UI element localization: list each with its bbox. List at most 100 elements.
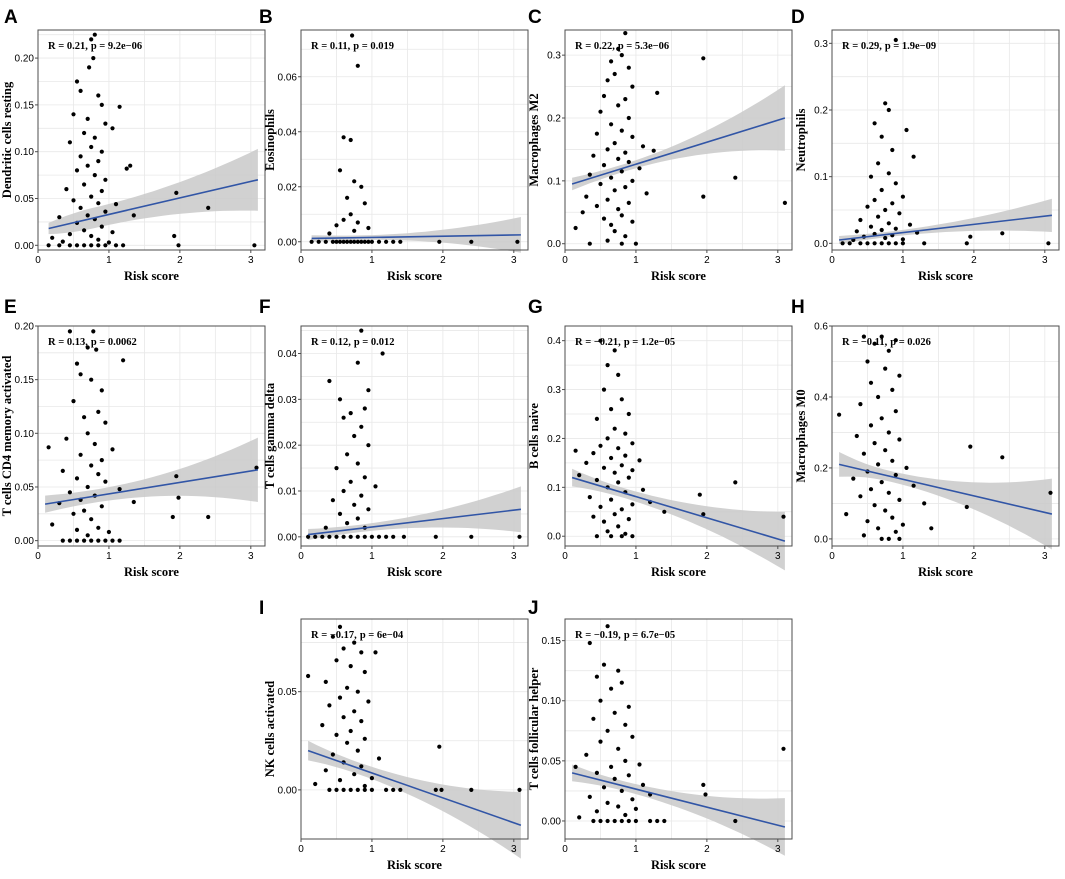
confidence-band	[308, 740, 521, 859]
data-point	[67, 140, 72, 145]
data-point	[619, 397, 624, 402]
data-point	[573, 225, 578, 231]
data-point	[99, 102, 104, 107]
data-point	[890, 201, 895, 206]
data-point	[50, 235, 55, 240]
data-point	[67, 329, 72, 334]
data-point	[437, 239, 442, 244]
data-point	[623, 431, 628, 436]
data-point	[609, 122, 614, 127]
data-point	[469, 787, 474, 793]
correlation-annotation: R = 0.29, p = 1.9e−09	[842, 41, 936, 52]
data-point	[345, 685, 350, 690]
data-point	[320, 723, 325, 728]
x-tick-label: 2	[971, 551, 977, 562]
x-tick-label: 2	[971, 255, 977, 266]
x-tick-label: 1	[633, 255, 639, 266]
data-point	[337, 397, 343, 402]
data-point	[380, 351, 385, 356]
data-point	[879, 416, 884, 421]
data-point	[254, 465, 259, 470]
data-point	[630, 734, 635, 739]
data-point	[355, 360, 360, 365]
data-point	[345, 521, 350, 526]
x-axis-label: Risk score	[387, 565, 442, 579]
y-tick-label: 0.00	[278, 237, 298, 248]
data-point	[616, 524, 621, 529]
regression-line	[571, 772, 786, 828]
data-point	[893, 226, 898, 231]
data-point	[337, 778, 343, 783]
y-tick-label: 0.0	[814, 534, 828, 545]
data-point	[117, 104, 122, 109]
y-tick-label: 0.05	[542, 756, 562, 767]
stat-p: p = 0.026	[890, 337, 931, 348]
correlation-annotation: R = 0.11, p = 0.019	[311, 41, 394, 52]
data-point	[348, 479, 353, 484]
data-point	[78, 205, 83, 210]
confidence-band	[308, 486, 521, 540]
data-point	[922, 501, 927, 506]
data-point	[630, 797, 635, 802]
data-point	[57, 215, 62, 220]
data-point	[854, 433, 859, 439]
data-point	[103, 121, 108, 126]
data-point	[89, 144, 94, 150]
data-point	[91, 329, 96, 334]
data-point	[131, 213, 136, 218]
x-tick-label: 0	[35, 551, 41, 562]
y-tick-label: 0.1	[547, 483, 561, 494]
data-point	[96, 237, 101, 242]
data-point	[96, 201, 101, 206]
data-point	[355, 748, 360, 753]
data-point	[74, 168, 80, 173]
y-tick-label: 0.04	[278, 127, 298, 138]
data-point	[929, 526, 934, 531]
x-axis-label: Risk score	[124, 565, 179, 579]
data-point	[376, 756, 382, 761]
data-point	[345, 239, 350, 244]
data-point	[605, 78, 610, 83]
data-point	[640, 144, 646, 149]
y-tick-label: 0.02	[278, 441, 298, 452]
scatter-panel-a: A 0 1 2 3 0.00 0.05 0.10 0.15 0.20 Risk score Dendr…	[0, 7, 266, 283]
data-point	[362, 239, 367, 244]
data-point	[897, 497, 902, 502]
x-tick-label: 0	[829, 255, 835, 266]
y-axis-label: T cells gamma delta	[263, 382, 277, 489]
data-point	[91, 56, 96, 61]
data-point	[355, 787, 360, 793]
y-tick-label: 0.0	[547, 239, 561, 250]
data-point	[323, 525, 328, 530]
data-point	[655, 90, 660, 95]
data-point	[781, 746, 786, 751]
data-point	[605, 363, 610, 368]
data-point	[868, 174, 874, 179]
data-point	[900, 241, 906, 246]
x-tick-label: 3	[248, 255, 254, 266]
data-point	[341, 787, 346, 793]
data-point	[85, 431, 90, 436]
data-point	[350, 33, 355, 38]
data-point	[103, 479, 108, 484]
data-point	[626, 475, 631, 480]
data-point	[630, 534, 635, 539]
data-point	[591, 153, 596, 158]
data-point	[911, 154, 916, 159]
data-point	[348, 212, 353, 217]
data-point	[630, 468, 635, 473]
data-point	[922, 241, 927, 246]
data-point	[117, 538, 122, 543]
data-point	[858, 402, 863, 407]
data-point	[469, 239, 474, 244]
data-point	[82, 508, 87, 513]
data-point	[598, 698, 603, 703]
data-point	[876, 214, 881, 219]
data-point	[844, 511, 849, 517]
data-point	[619, 507, 624, 512]
data-point	[99, 149, 104, 154]
data-point	[623, 185, 628, 190]
data-point	[886, 430, 891, 435]
data-point	[384, 787, 389, 793]
data-point	[89, 37, 94, 42]
